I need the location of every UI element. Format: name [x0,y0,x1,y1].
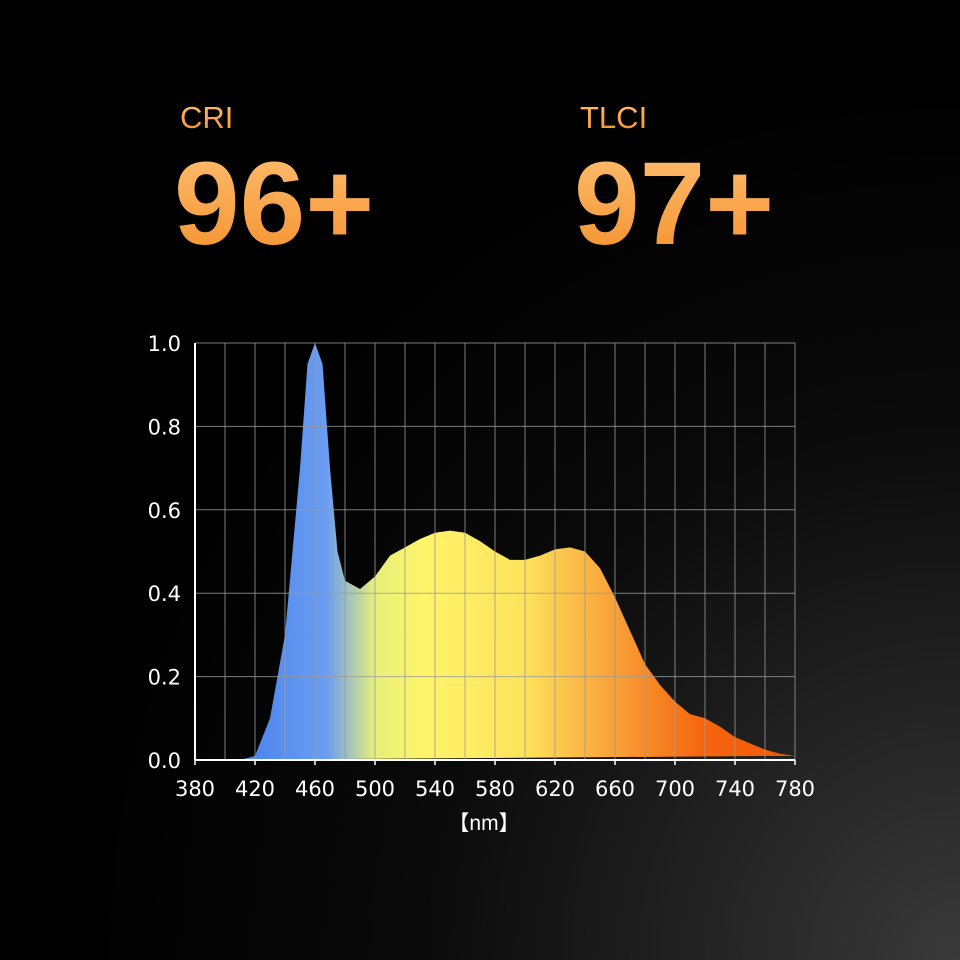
x-tick-label: 380 [175,777,215,801]
x-tick-label: 460 [295,777,335,801]
x-axis-label: 【nm】 [448,812,519,835]
x-tick-label: 780 [775,777,815,801]
y-tick-label: 0.4 [148,582,181,606]
y-tick-label: 0.8 [148,415,181,439]
x-tick-label: 540 [415,777,455,801]
x-tick-label: 500 [355,777,395,801]
y-tick-label: 1.0 [148,332,181,356]
x-tick-label: 660 [595,777,635,801]
y-tick-label: 0.6 [148,499,181,523]
metric-value: 96+ [174,138,374,270]
x-tick-label: 700 [655,777,695,801]
x-tick-label: 580 [475,777,515,801]
metric-label: TLCI [580,100,647,135]
x-tick-label: 620 [535,777,575,801]
metric-value: 97+ [574,138,774,270]
metric-label: CRI [180,100,233,135]
x-tick-label: 740 [715,777,755,801]
y-tick-label: 0.0 [148,749,181,773]
y-tick-label: 0.2 [148,666,181,690]
x-tick-label: 420 [235,777,275,801]
